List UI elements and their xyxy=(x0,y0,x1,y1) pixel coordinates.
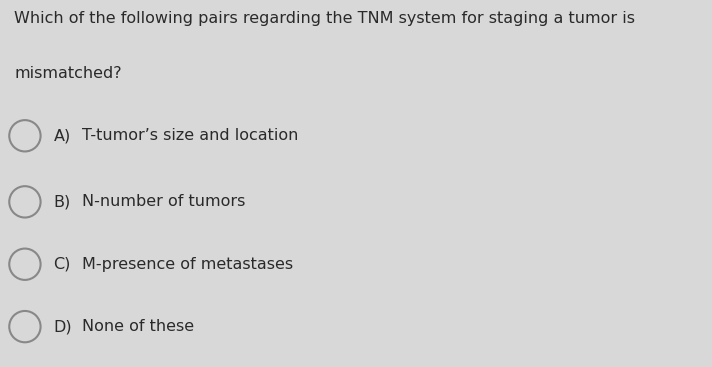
Text: Which of the following pairs regarding the TNM system for staging a tumor is: Which of the following pairs regarding t… xyxy=(14,11,635,26)
Text: C): C) xyxy=(53,257,70,272)
Text: T-tumor’s size and location: T-tumor’s size and location xyxy=(82,128,298,143)
Text: A): A) xyxy=(53,128,70,143)
Text: mismatched?: mismatched? xyxy=(14,66,122,81)
Text: B): B) xyxy=(53,195,70,209)
Text: None of these: None of these xyxy=(82,319,194,334)
Text: D): D) xyxy=(53,319,72,334)
Text: N-number of tumors: N-number of tumors xyxy=(82,195,245,209)
Text: M-presence of metastases: M-presence of metastases xyxy=(82,257,293,272)
